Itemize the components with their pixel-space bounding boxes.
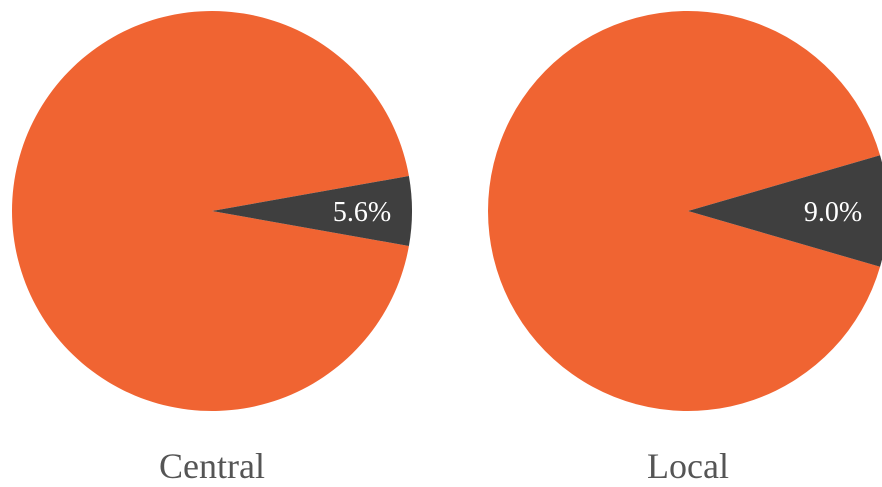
pie-central: 5.6%	[11, 10, 412, 411]
pie-slice-central-1	[212, 175, 412, 247]
pie-slice-central-0	[11, 10, 409, 411]
pie-title-local: Local	[647, 446, 729, 482]
pie-slice-local-1	[688, 155, 882, 267]
pie-slice-label-local: 9.0%	[804, 197, 862, 228]
pie-slice-local-0	[487, 10, 881, 411]
pie-title-central: Central	[159, 446, 265, 482]
pie-slice-label-central: 5.6%	[333, 197, 391, 228]
pie-local: 9.0%	[487, 10, 882, 411]
